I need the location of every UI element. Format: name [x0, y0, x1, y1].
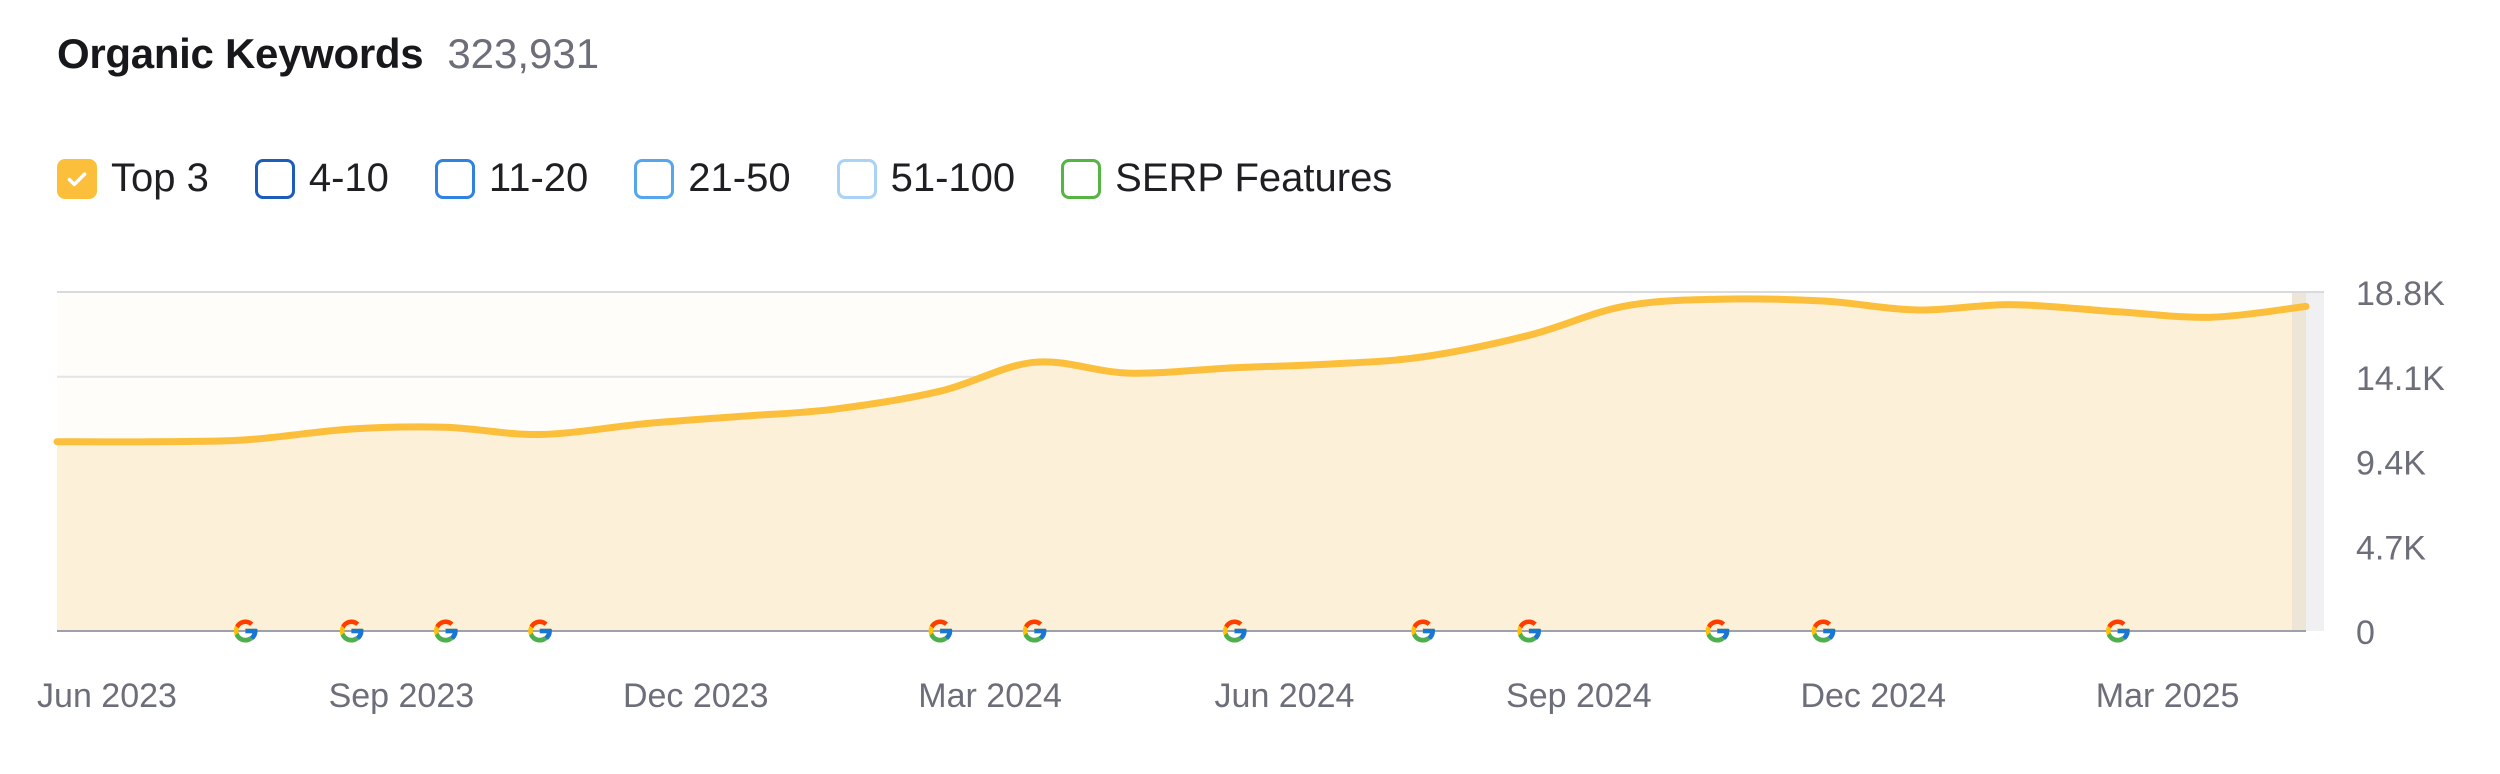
x-tick-label: Jun 2024 [1215, 677, 1355, 715]
google-update-icon[interactable] [1517, 619, 1542, 643]
google-update-icon[interactable] [928, 619, 953, 643]
y-tick-label: 18.8K [2356, 275, 2445, 313]
google-update-icon[interactable] [2106, 619, 2130, 643]
legend-label: 4-10 [308, 156, 389, 200]
legend-item-top-3[interactable]: Top 3 [57, 156, 209, 201]
legend-item-serp-features[interactable]: SERP Features [1061, 156, 1392, 201]
x-tick-label: Sep 2024 [1506, 677, 1652, 715]
legend-item-4-10[interactable]: 4-10 [254, 156, 389, 201]
legend-checkbox[interactable] [1061, 158, 1102, 199]
series-area-top-3 [57, 298, 2306, 631]
google-update-icon[interactable] [1022, 619, 1047, 643]
legend-checkbox[interactable] [434, 158, 475, 199]
legend-checkbox[interactable] [836, 158, 877, 199]
google-update-icon[interactable] [233, 619, 258, 643]
total-keywords-count: 323,931 [447, 30, 600, 77]
current-period-shade [2292, 292, 2306, 631]
google-update-icon[interactable] [339, 619, 364, 643]
y-tick-label: 14.1K [2356, 360, 2445, 398]
x-tick-label: Mar 2025 [2096, 677, 2240, 715]
series-line-top-3 [53, 295, 2310, 446]
x-tick-label: Dec 2023 [623, 677, 769, 715]
checkmark-icon [67, 171, 87, 186]
legend-label: Top 3 [111, 156, 209, 200]
x-tick-label: Jun 2023 [37, 677, 177, 715]
legend-checkbox[interactable] [634, 158, 675, 199]
x-tick-label: Sep 2023 [329, 677, 475, 715]
y-tick-label: 0 [2356, 614, 2375, 652]
legend-label: SERP Features [1115, 156, 1393, 200]
x-tick-label: Dec 2024 [1800, 677, 1946, 715]
legend-checkbox[interactable] [57, 158, 97, 199]
google-update-icon[interactable] [1811, 619, 1836, 643]
legend-label: 21-50 [688, 156, 791, 200]
chart-title: Organic Keywords [57, 30, 424, 77]
x-tick-label: Mar 2024 [918, 677, 1062, 715]
y-tick-label: 4.7K [2356, 529, 2426, 567]
google-update-icon[interactable] [1411, 619, 1436, 643]
google-update-icon[interactable] [1222, 619, 1247, 643]
google-update-icon[interactable] [434, 619, 458, 643]
google-update-icon[interactable] [528, 619, 553, 643]
legend-label: 11-20 [488, 156, 589, 200]
google-update-icon[interactable] [1705, 619, 1730, 643]
legend-item-51-100[interactable]: 51-100 [836, 156, 1016, 201]
legend-item-21-50[interactable]: 21-50 [634, 156, 791, 201]
chart-right-gutter [2306, 292, 2324, 631]
legend-label: 51-100 [890, 156, 1016, 200]
y-tick-label: 9.4K [2356, 445, 2426, 483]
chart-header: Organic Keywords 323,931 [57, 30, 599, 78]
legend-item-11-20[interactable]: 11-20 [434, 156, 589, 201]
legend-checkbox[interactable] [254, 158, 295, 199]
series-legend: Top 3 4-10 11-20 21-50 51-100 SERP Features [57, 156, 1438, 201]
